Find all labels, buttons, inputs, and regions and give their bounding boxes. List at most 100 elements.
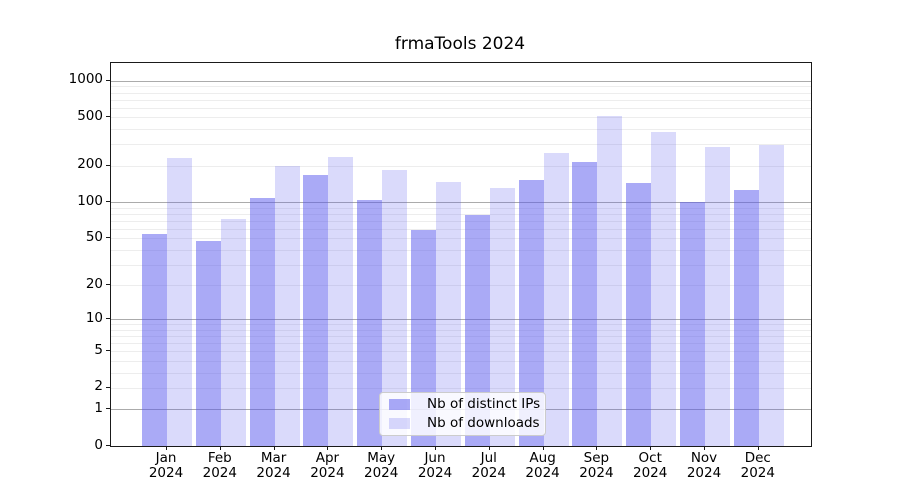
bar-downloads-dec <box>758 144 784 446</box>
x-tick-label-oct: Oct 2024 <box>633 450 668 481</box>
minor-gridline <box>111 117 811 119</box>
bar-distinct-ips-sep <box>572 162 598 446</box>
chart-title: frmaTools 2024 <box>394 34 526 54</box>
minor-gridline <box>111 228 811 230</box>
bar-distinct-ips-jan <box>142 234 167 446</box>
bar-distinct-ips-mar <box>249 198 275 446</box>
x-tick-mark <box>542 446 544 450</box>
y-tick-mark <box>106 116 110 118</box>
y-tick-label: 10 <box>85 309 103 326</box>
y-tick-mark <box>106 201 110 202</box>
bar-downloads-sep <box>597 116 623 446</box>
minor-gridline <box>111 220 811 222</box>
x-tick-mark <box>166 446 167 450</box>
bar-downloads-feb <box>220 218 246 446</box>
bar-downloads-nov <box>705 147 730 446</box>
minor-gridline <box>111 165 811 167</box>
minor-gridline <box>111 207 811 209</box>
bar-distinct-ips-feb <box>195 241 221 446</box>
minor-gridline <box>111 107 811 109</box>
bar-distinct-ips-nov <box>680 201 705 446</box>
minor-gridline <box>111 249 811 251</box>
minor-gridline <box>111 99 811 101</box>
x-tick-label-feb: Feb 2024 <box>202 450 237 481</box>
minor-gridline <box>111 264 811 266</box>
x-tick-mark <box>596 446 598 450</box>
minor-gridline <box>111 144 811 146</box>
legend-label-downloads: Nb of downloads <box>427 415 540 431</box>
y-tick-mark <box>106 79 110 81</box>
y-tick-mark <box>106 318 110 320</box>
minor-gridline <box>111 329 811 331</box>
bar-downloads-jan <box>167 157 192 446</box>
bar-downloads-oct <box>651 132 677 446</box>
x-tick-mark <box>219 446 221 450</box>
y-tick-mark <box>106 445 110 446</box>
y-tick-mark <box>106 408 110 410</box>
bar-distinct-ips-may <box>357 200 383 446</box>
legend-item-downloads: Nb of downloads <box>389 416 540 431</box>
major-gridline <box>111 319 811 321</box>
x-tick-label-dec: Dec 2024 <box>740 450 775 481</box>
x-tick-mark <box>273 446 275 450</box>
y-tick-mark <box>106 284 110 286</box>
x-tick-label-aug: Aug 2024 <box>525 450 560 481</box>
downloads-swatch <box>389 418 410 429</box>
y-tick-label: 2 <box>94 378 103 395</box>
y-tick-label: 100 <box>77 192 103 209</box>
legend-label-distinct-ips: Nb of distinct IPs <box>427 396 541 412</box>
minor-gridline <box>111 238 811 240</box>
bar-downloads-mar <box>274 166 300 446</box>
y-tick-label: 500 <box>77 107 103 124</box>
x-tick-mark <box>435 446 436 450</box>
minor-gridline <box>111 92 811 94</box>
x-tick-label-sep: Sep 2024 <box>579 450 614 481</box>
bar-distinct-ips-dec <box>733 190 759 446</box>
x-tick-label-apr: Apr 2024 <box>310 450 345 481</box>
minor-gridline <box>111 351 811 353</box>
x-tick-label-may: May 2024 <box>364 450 399 481</box>
x-tick-mark <box>757 446 759 450</box>
minor-gridline <box>111 129 811 131</box>
minor-gridline <box>111 336 811 338</box>
x-tick-mark <box>704 446 705 450</box>
x-tick-mark <box>381 446 383 450</box>
minor-gridline <box>111 372 811 374</box>
minor-gridline <box>111 360 811 362</box>
y-tick-mark <box>106 350 110 352</box>
y-tick-label: 0 <box>94 436 103 453</box>
plot-area <box>110 62 812 447</box>
x-tick-label-nov: Nov 2024 <box>686 450 722 481</box>
minor-gridline <box>111 213 811 215</box>
distinct-ips-swatch <box>389 399 410 410</box>
x-tick-label-mar: Mar 2024 <box>256 450 291 481</box>
y-tick-mark <box>106 237 110 239</box>
bar-distinct-ips-oct <box>626 183 652 446</box>
x-tick-label-jun: Jun 2024 <box>417 450 453 481</box>
bar-distinct-ips-apr <box>303 175 329 446</box>
x-tick-label-jul: Jul 2024 <box>471 450 506 481</box>
major-gridline <box>111 80 811 82</box>
minor-gridline <box>111 86 811 88</box>
y-tick-label: 50 <box>85 228 103 245</box>
y-tick-mark <box>106 386 110 388</box>
x-tick-mark <box>650 446 652 450</box>
y-tick-label: 1000 <box>68 71 103 88</box>
minor-gridline <box>111 387 811 389</box>
minor-gridline <box>111 285 811 287</box>
y-tick-label: 20 <box>85 275 103 292</box>
minor-gridline <box>111 324 811 326</box>
y-tick-mark <box>106 164 110 166</box>
bar-downloads-aug <box>543 153 569 446</box>
bar-downloads-apr <box>328 157 354 446</box>
x-tick-mark <box>488 446 490 450</box>
legend: Nb of distinct IPs Nb of downloads <box>379 392 546 436</box>
minor-gridline <box>111 343 811 345</box>
legend-item-distinct-ips: Nb of distinct IPs <box>389 397 540 412</box>
x-tick-mark <box>327 446 329 450</box>
y-tick-label: 1 <box>94 399 103 416</box>
x-tick-label-jan: Jan 2024 <box>148 450 184 481</box>
major-gridline <box>111 202 811 203</box>
y-tick-label: 5 <box>94 341 103 358</box>
